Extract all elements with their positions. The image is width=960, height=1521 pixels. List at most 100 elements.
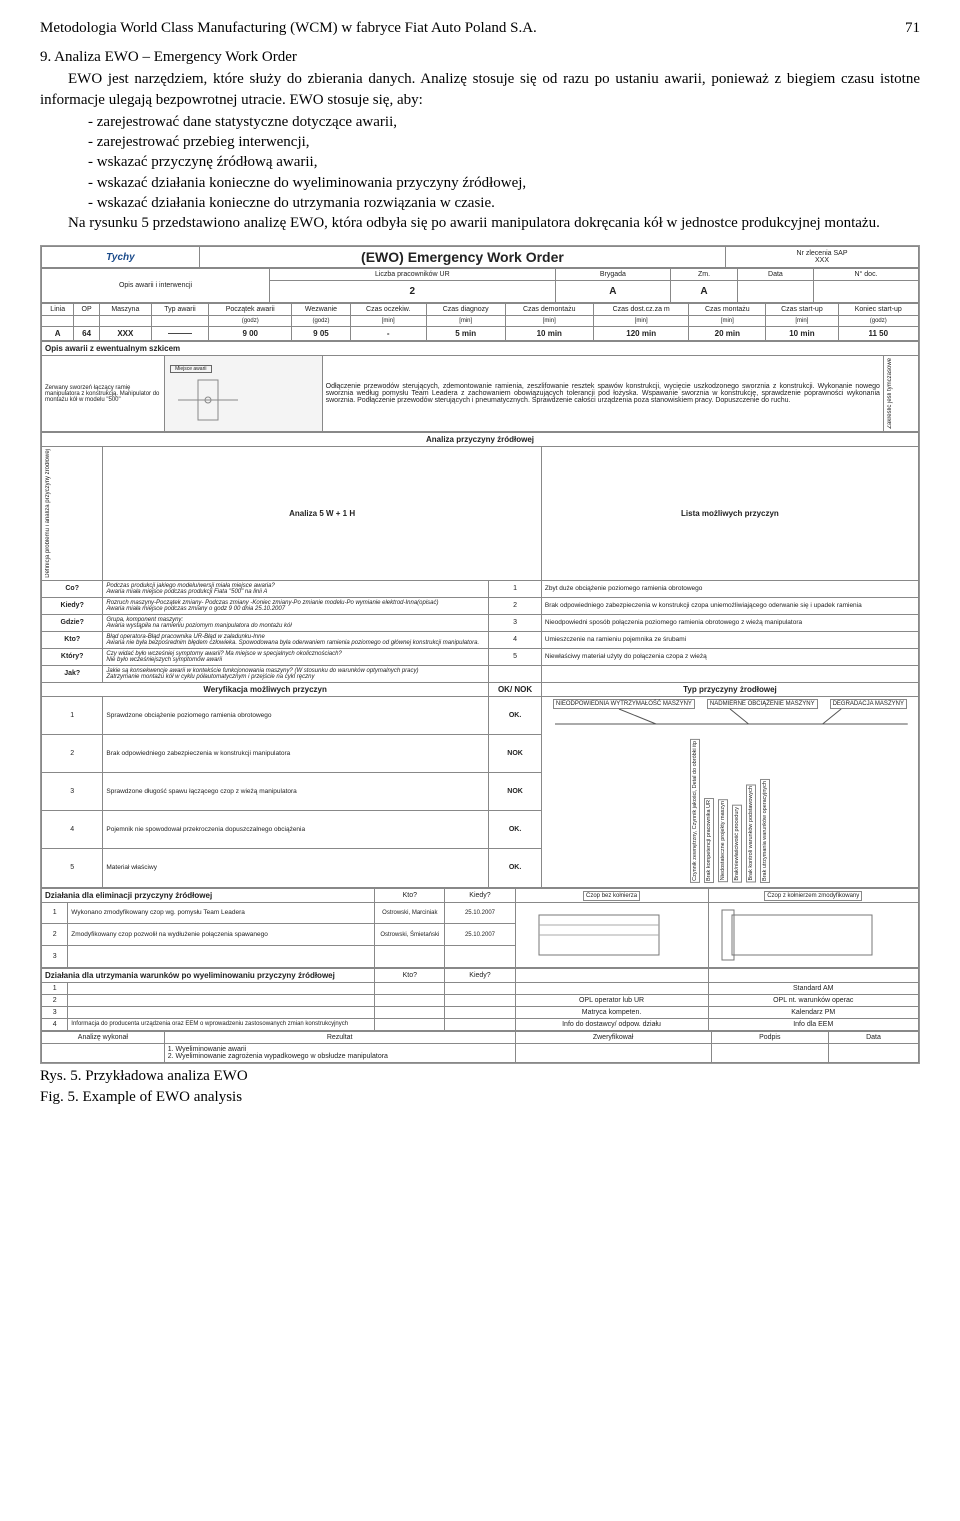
elim-k — [375, 945, 445, 967]
top-header-table: Opis awarii i interwencji Liczba pracown… — [41, 268, 919, 303]
box: Info do dostawcy/ odpow. działu — [515, 1018, 708, 1030]
page-header: Metodologia World Class Manufacturing (W… — [40, 20, 920, 37]
unit: (godz) — [292, 316, 350, 327]
elim-t — [68, 945, 375, 967]
verif-n: 1 — [42, 696, 103, 734]
th: N° doc. — [814, 269, 919, 281]
elim-head: Działania dla eliminacji przyczyny źródł… — [42, 888, 375, 902]
th: Typ awarii — [151, 304, 208, 316]
unit: [min] — [689, 316, 766, 327]
form-title: (EWO) Emergency Work Order — [361, 249, 564, 265]
td: 11 50 — [838, 327, 918, 341]
qa-n: 2 — [489, 597, 542, 614]
elim-t: Wykonano zmodyfikowany czop wg. pomysłu … — [68, 902, 375, 924]
th: Kiedy? — [445, 888, 515, 902]
unit — [99, 316, 151, 327]
th: Data — [737, 269, 813, 281]
qa-a: Rozruch maszyny-Początek zmiany- Podczas… — [103, 597, 489, 614]
unit: [min] — [766, 316, 838, 327]
elim-d — [445, 945, 515, 967]
qa-r: Nieodpowiedni sposób połączenia poziomeg… — [541, 614, 918, 631]
sap-label: Nr zlecenia SAP — [797, 250, 848, 257]
list-item: zarejestrować przebieg interwencji, — [88, 132, 920, 152]
ok-head: OK/ NOK — [489, 682, 542, 696]
body-text: 9. Analiza EWO – Emergency Work Order EW… — [40, 47, 920, 233]
qa-r: Zbyt duże obciążenie poziomego ramienia … — [541, 580, 918, 597]
sketch-left: Zerwany sworzeń łączący ramię manipulato… — [42, 356, 165, 432]
sap-value: XXX — [815, 257, 829, 264]
verif-v: OK. — [489, 696, 542, 734]
elim-n: 2 — [42, 924, 68, 946]
th: Początek awarii — [209, 304, 292, 316]
form-title-row: Tychy (EWO) Emergency Work Order Nr zlec… — [41, 246, 919, 268]
th: Podpis — [711, 1031, 828, 1043]
th: Czas start-up — [766, 304, 838, 316]
qa-q: Kto? — [42, 631, 103, 648]
td: 9 05 — [292, 327, 350, 341]
elim-k: Ostrowski, Marciniak — [375, 902, 445, 924]
sketch-icon — [168, 375, 319, 425]
unit — [151, 316, 208, 327]
sketch-placeholder: Miejsce awarii — [164, 356, 322, 432]
elim-n: 3 — [42, 945, 68, 967]
diagram-after — [708, 902, 919, 967]
th: Analizę wykonał — [42, 1031, 165, 1043]
section-heading: 9. Analiza EWO – Emergency Work Order — [40, 47, 920, 67]
th: Linia — [42, 304, 74, 316]
th: Czas diagnozy — [426, 304, 505, 316]
elim-d: 25.10.2007 — [445, 924, 515, 946]
qa-a: Podczas produkcji jakiego modelu/wersji … — [103, 580, 489, 597]
side-label: Zakreślić jeśli tymczasowe — [887, 358, 893, 429]
footer-table: Analizę wykonał Rezultat Zweryfikował Po… — [41, 1031, 919, 1063]
qa-r: Niewłaściwy materiał użyty do połączenia… — [541, 648, 918, 665]
sketch-badge: Miejsce awarii — [170, 365, 212, 373]
box: OPL nt. warunków operac — [708, 994, 919, 1006]
th: Maszyna — [99, 304, 151, 316]
qa-n: 5 — [489, 648, 542, 665]
caption-pl: Rys. 5. Przykładowa analiza EWO — [40, 1068, 920, 1085]
unit: [min] — [505, 316, 593, 327]
diagram-before — [515, 902, 708, 967]
figure: Tychy (EWO) Emergency Work Order Nr zlec… — [40, 245, 920, 1105]
maint-row4: Informacja do producenta urządzenia oraz… — [68, 1018, 375, 1030]
opis-label: Opis awarii i interwencji — [42, 269, 270, 303]
verif-head: Weryfikacja możliwych przyczyn — [42, 682, 489, 696]
type-head: Typ przyczyny żrodłowej — [541, 682, 918, 696]
qa-a: Grupa, komponent maszyny: Awaria wystąpi… — [103, 614, 489, 631]
unit: [min] — [593, 316, 688, 327]
logo: Tychy — [106, 252, 135, 263]
th: Czas montażu — [689, 304, 766, 316]
elim-d: 25.10.2007 — [445, 902, 515, 924]
sketch-desc: Odłączenie przewodów sterujących, zdemon… — [322, 356, 883, 432]
td — [737, 281, 813, 303]
paragraph: Na rysunku 5 przedstawiono analizę EWO, … — [40, 213, 920, 233]
footer-result: 1. Wyeliminowanie awarii 2. Wyeliminowan… — [164, 1043, 515, 1062]
qa-a: Jakie są konsekwencje awarii w kontekści… — [103, 665, 489, 682]
timing-table: LiniaOPMaszynaTyp awariiPoczątek awariiW… — [41, 303, 919, 341]
root-cause-table: Analiza przyczyny źródłowej Definicja pr… — [41, 432, 919, 888]
elim-table: Działania dla eliminacji przyczyny źródł… — [41, 888, 919, 968]
page-number: 71 — [905, 20, 920, 37]
td: - — [350, 327, 426, 341]
th: Liczba pracowników UR — [270, 269, 556, 281]
maint-head: Działania dla utrzymania warunków po wye… — [42, 968, 375, 982]
td: A — [42, 327, 74, 341]
td: 20 min — [689, 327, 766, 341]
verif-v: NOK — [489, 773, 542, 811]
th: Koniec start-up — [838, 304, 918, 316]
qa-q: Gdzie? — [42, 614, 103, 631]
fishbone-diagram: NIEODPOWIEDNIA WYTRZYMAŁOŚĆ MASZYNYNADMI… — [541, 696, 918, 887]
th: Wezwanie — [292, 304, 350, 316]
box: Info dla EEM — [708, 1018, 919, 1030]
td: 9 00 — [209, 327, 292, 341]
unit: (godz) — [209, 316, 292, 327]
diagram-label: Czop bez kołnierza — [583, 891, 640, 901]
diagram-label: Czop z kołnierzem zmodyfikowany — [764, 891, 862, 901]
sketch-head: Opis awarii z ewentualnym szkicem — [42, 342, 919, 356]
verif-n: 5 — [42, 849, 103, 887]
qa-n: 3 — [489, 614, 542, 631]
th: Czas dost.cz.za m — [593, 304, 688, 316]
th: Data — [828, 1031, 918, 1043]
th: Zm. — [671, 269, 738, 281]
bullet-list: zarejestrować dane statystyczne dotycząc… — [40, 112, 920, 213]
